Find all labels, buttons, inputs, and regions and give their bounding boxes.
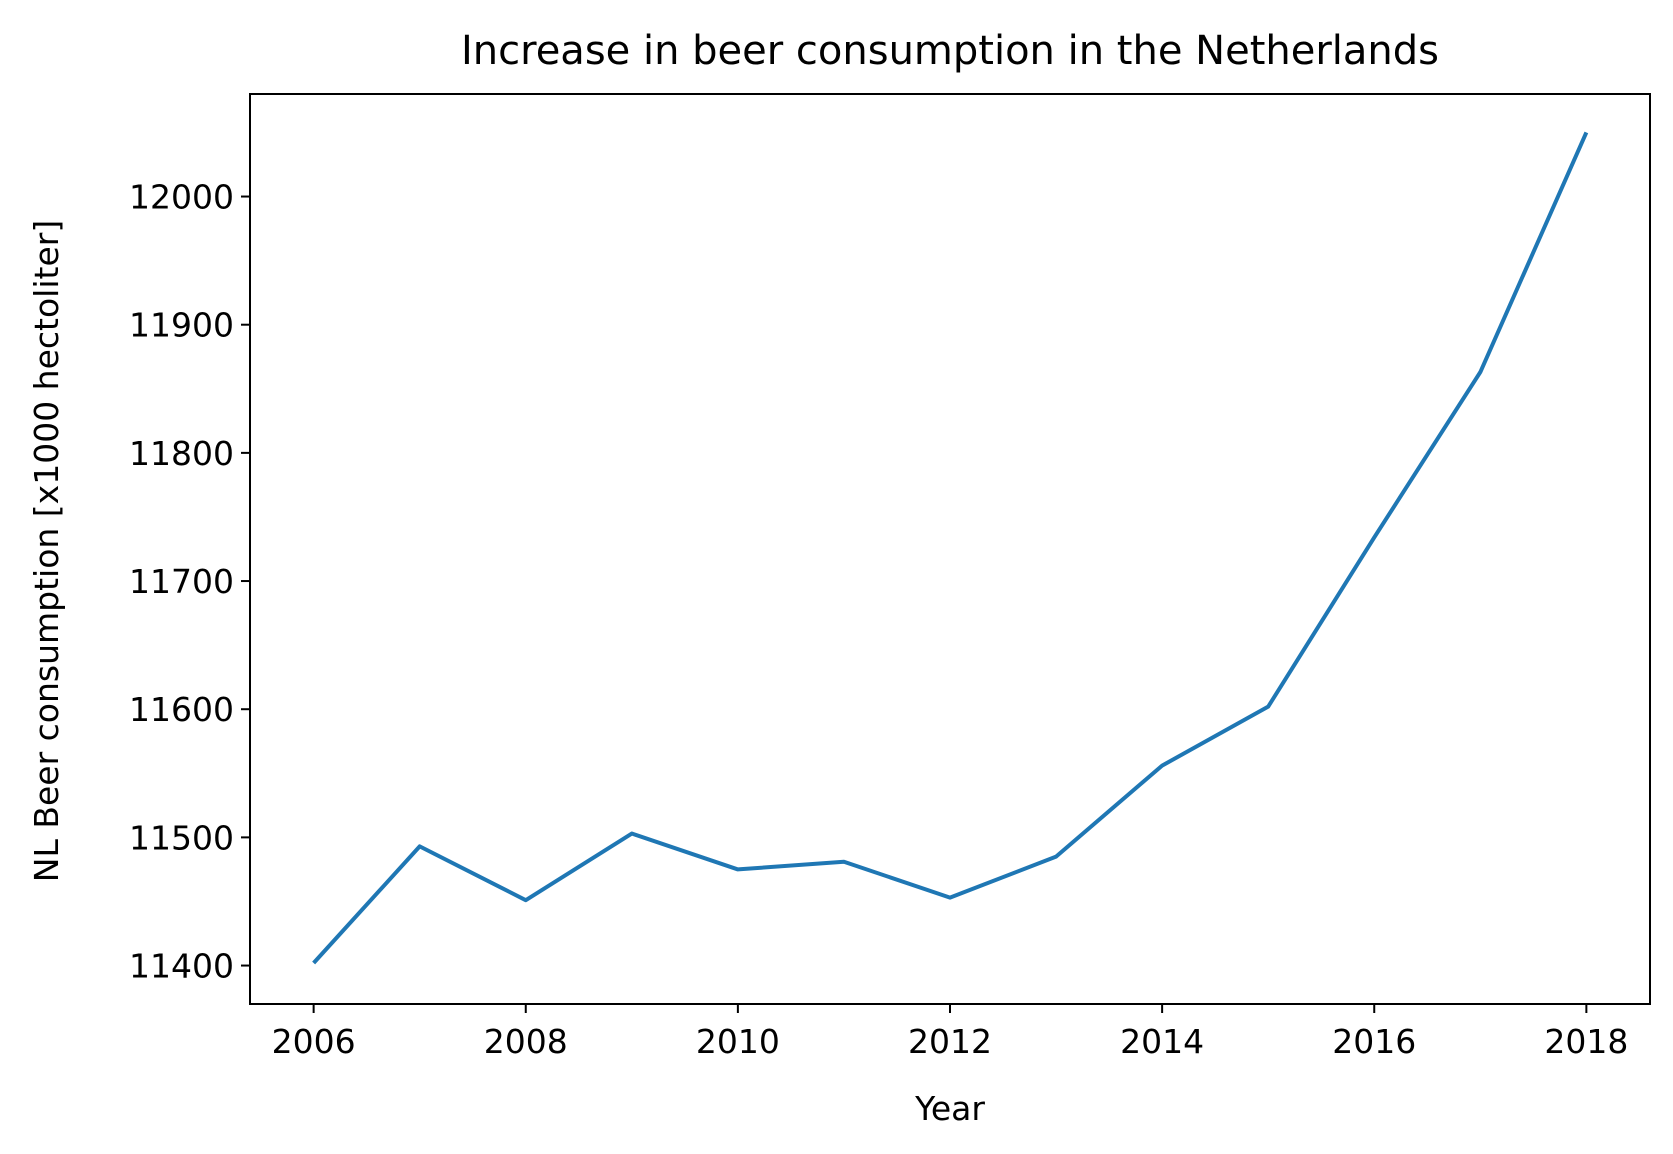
x-tick-label: 2010 — [696, 1022, 780, 1061]
y-axis-ticks: 11400 11500 11600 11700 11800 11900 12000 — [129, 178, 250, 986]
x-axis-label: Year — [914, 1089, 985, 1128]
y-tick-label: 11800 — [129, 434, 234, 473]
y-tick-label: 12000 — [129, 178, 234, 217]
y-tick-label: 11700 — [129, 562, 234, 601]
x-tick-label: 2018 — [1544, 1022, 1628, 1061]
y-tick-label: 11500 — [129, 818, 234, 857]
plot-frame — [249, 93, 1651, 1005]
y-tick-label: 11600 — [129, 690, 234, 729]
chart-title: Increase in beer consumption in the Neth… — [461, 28, 1439, 74]
x-tick-label: 2008 — [484, 1022, 568, 1061]
x-tick-label: 2016 — [1332, 1022, 1416, 1061]
y-tick-label: 11900 — [129, 306, 234, 345]
series-line — [312, 131, 1589, 965]
x-axis-ticks: 2006 2008 2010 2012 2014 2016 2018 — [272, 1004, 1628, 1061]
x-tick-label: 2012 — [908, 1022, 992, 1061]
y-axis-label: NL Beer consumption [x1000 hectoliter] — [27, 220, 66, 882]
x-tick-label: 2014 — [1120, 1022, 1204, 1061]
y-tick-label: 11400 — [129, 947, 234, 986]
x-tick-label: 2006 — [272, 1022, 356, 1061]
